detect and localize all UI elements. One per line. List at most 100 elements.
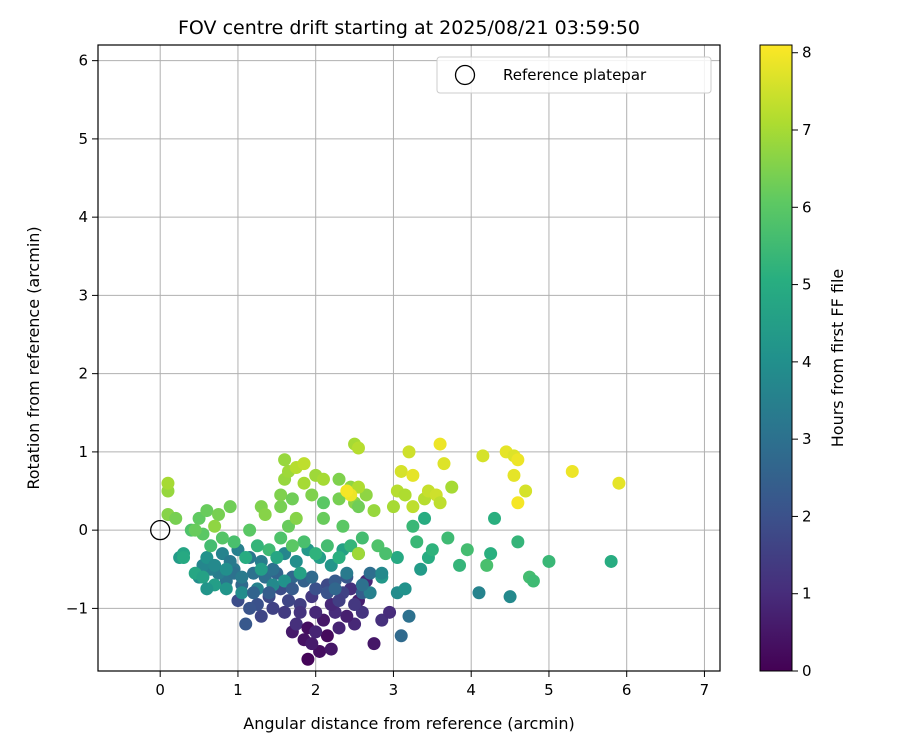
x-tick-label: 3 xyxy=(389,681,399,699)
data-point xyxy=(406,519,420,533)
data-point xyxy=(511,453,525,467)
data-point xyxy=(367,504,381,518)
colorbar-tick-label: 6 xyxy=(802,198,812,216)
x-tick-label: 7 xyxy=(700,681,710,699)
x-axis-label: Angular distance from reference (arcmin) xyxy=(243,714,574,733)
data-point xyxy=(402,609,416,623)
data-point xyxy=(305,488,319,502)
data-point xyxy=(472,586,486,600)
data-point xyxy=(320,539,334,553)
data-point xyxy=(212,508,226,521)
x-tick-label: 6 xyxy=(622,681,632,699)
data-point xyxy=(379,547,393,561)
y-tick-label: 3 xyxy=(78,286,88,304)
data-point xyxy=(406,500,420,514)
scatter-points xyxy=(161,437,626,666)
data-point xyxy=(340,484,354,498)
data-point xyxy=(250,539,264,553)
data-point xyxy=(375,566,389,580)
data-point xyxy=(278,453,292,467)
data-point xyxy=(484,547,498,561)
data-point xyxy=(476,449,490,463)
data-point xyxy=(239,617,253,631)
y-tick-label: 5 xyxy=(78,130,88,148)
y-tick-label: 0 xyxy=(78,521,88,539)
legend: Reference platepar xyxy=(436,56,712,94)
data-point xyxy=(262,586,276,600)
data-point xyxy=(433,437,447,451)
chart-title: FOV centre drift starting at 2025/08/21 … xyxy=(178,17,640,39)
data-point xyxy=(340,566,354,580)
x-tick-label: 0 xyxy=(155,681,165,699)
data-point xyxy=(204,539,218,553)
grid xyxy=(98,45,720,671)
legend-box xyxy=(436,56,712,94)
data-point xyxy=(332,621,346,635)
data-point xyxy=(511,535,525,549)
data-point xyxy=(254,609,268,623)
data-point xyxy=(219,582,233,596)
data-point xyxy=(208,558,222,572)
x-tick-label: 1 xyxy=(233,681,243,699)
data-point xyxy=(305,637,319,651)
data-point xyxy=(293,605,307,619)
data-point xyxy=(243,523,257,537)
colorbar-tick-label: 4 xyxy=(802,353,812,371)
y-tick-label: 6 xyxy=(78,52,88,70)
y-axis-label: Rotation from reference (arcmin) xyxy=(24,226,43,489)
data-point xyxy=(328,582,342,596)
data-point xyxy=(386,500,400,514)
data-point xyxy=(406,468,420,482)
data-point xyxy=(433,496,447,510)
colorbar-tick-label: 8 xyxy=(802,44,812,62)
data-point xyxy=(519,484,533,498)
data-point xyxy=(239,551,253,565)
reference-marker-layer xyxy=(150,520,171,541)
plot-frame xyxy=(97,44,721,672)
data-point xyxy=(612,476,626,490)
data-point xyxy=(332,551,346,565)
data-point xyxy=(169,511,183,525)
data-point xyxy=(309,547,323,561)
data-point xyxy=(281,594,295,608)
data-point xyxy=(278,605,292,619)
data-point xyxy=(196,570,210,584)
data-point xyxy=(441,531,455,545)
data-point xyxy=(526,574,540,588)
y-axis: −1 0 1 2 3 4 5 6 xyxy=(66,52,98,617)
data-point xyxy=(348,597,362,611)
data-point xyxy=(243,601,257,615)
data-point xyxy=(414,562,428,576)
data-point xyxy=(355,578,369,592)
data-point xyxy=(351,441,365,455)
data-point xyxy=(332,594,346,608)
data-point xyxy=(324,642,338,656)
data-point xyxy=(437,457,451,471)
data-point xyxy=(316,472,330,486)
colorbar-tick-label: 2 xyxy=(802,507,812,525)
data-point xyxy=(351,547,365,561)
data-point xyxy=(425,543,439,557)
x-tick-label: 5 xyxy=(544,681,554,699)
data-point xyxy=(266,601,280,615)
colorbar-tick-label: 5 xyxy=(802,276,812,294)
legend-entry-reference: Reference platepar xyxy=(503,66,647,84)
data-point xyxy=(289,617,303,631)
legend-marker-icon xyxy=(454,64,476,86)
data-point xyxy=(235,586,249,600)
data-point xyxy=(274,500,288,514)
data-point xyxy=(453,558,467,572)
data-point xyxy=(289,511,303,525)
data-point xyxy=(503,590,517,604)
data-point xyxy=(297,457,311,471)
data-point xyxy=(355,531,369,545)
data-point xyxy=(410,535,424,549)
colorbar-tick-label: 0 xyxy=(802,662,812,680)
data-point xyxy=(511,496,525,510)
data-point xyxy=(208,519,222,533)
data-point xyxy=(309,582,323,596)
data-point xyxy=(383,605,397,619)
data-point xyxy=(565,464,579,478)
data-point xyxy=(161,476,175,490)
